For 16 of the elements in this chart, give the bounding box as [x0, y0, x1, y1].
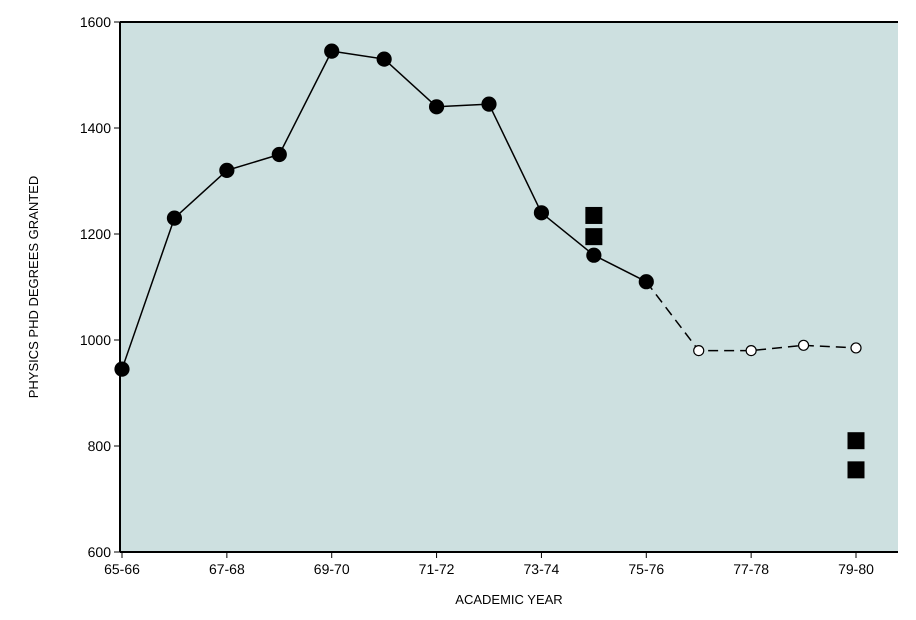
- x-tick-label: 77-78: [733, 561, 770, 577]
- y-axis-title: PHYSICS PHD DEGREES GRANTED: [26, 176, 41, 398]
- y-tick-label: 1600: [80, 14, 112, 30]
- y-tick-label: 800: [88, 438, 112, 454]
- y-tick-label: 1200: [80, 226, 112, 242]
- x-tick-label: 73-74: [524, 561, 560, 577]
- x-tick-label: 71-72: [418, 561, 455, 577]
- x-tick-label: 79-80: [838, 561, 874, 577]
- x-tick-label: 69-70: [314, 561, 350, 577]
- y-tick-label: 1000: [80, 332, 112, 348]
- y-tick-label: 600: [88, 544, 112, 560]
- y-tick-label: 1400: [80, 120, 112, 136]
- x-axis-title: ACADEMIC YEAR: [455, 592, 563, 607]
- x-tick-label: 75-76: [628, 561, 664, 577]
- x-tick-label: 67-68: [208, 561, 245, 577]
- x-tick-label: 65-66: [104, 561, 140, 577]
